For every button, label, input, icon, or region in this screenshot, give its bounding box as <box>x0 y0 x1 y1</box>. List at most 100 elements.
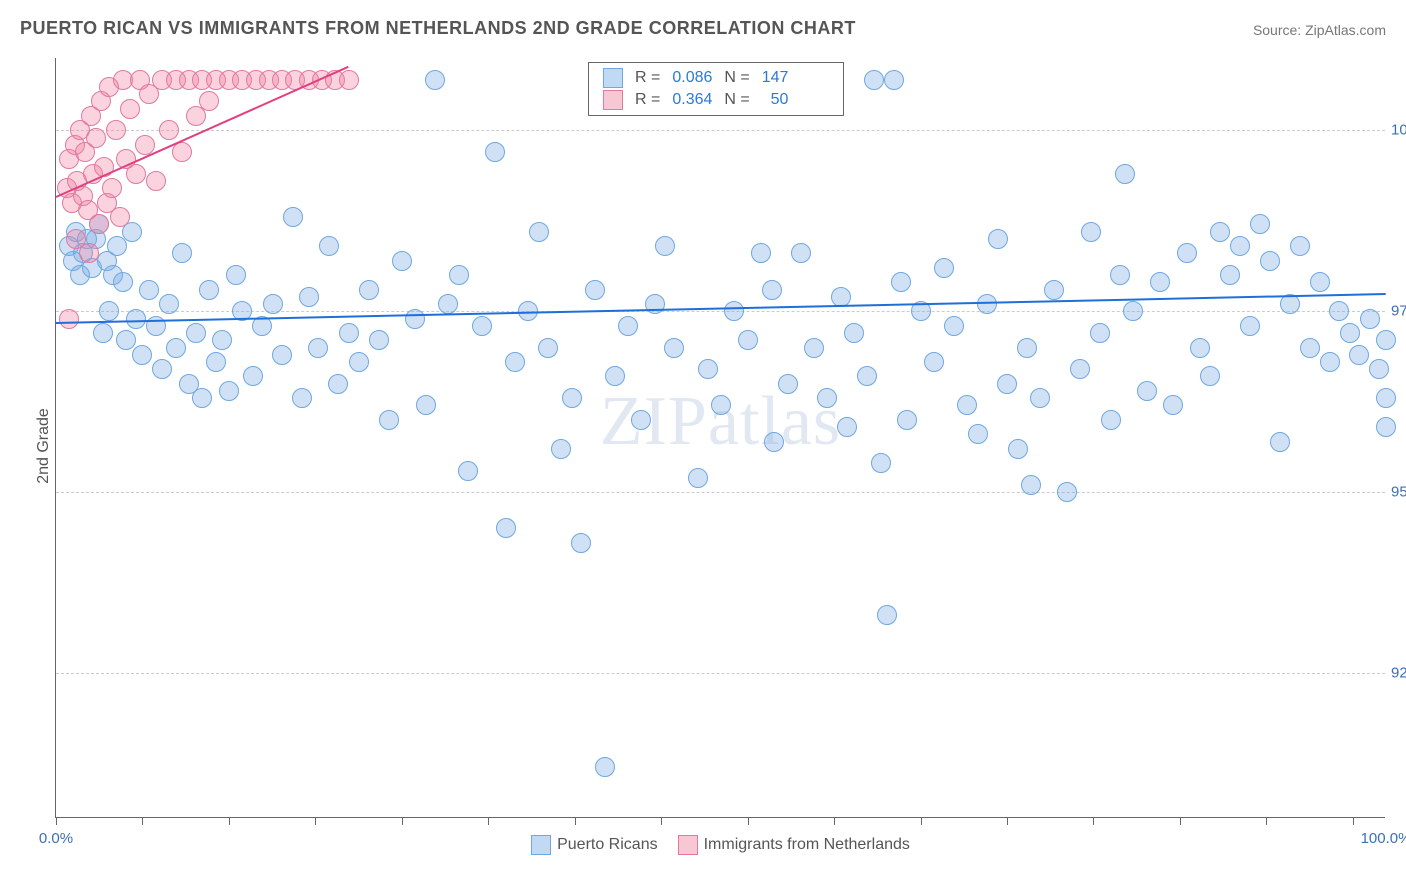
scatter-point <box>472 316 492 336</box>
legend-swatch <box>678 835 698 855</box>
scatter-point <box>1270 432 1290 452</box>
scatter-point <box>1057 482 1077 502</box>
stat-n-value: 50 <box>756 89 795 111</box>
scatter-point <box>1044 280 1064 300</box>
scatter-point <box>496 518 516 538</box>
scatter-point <box>944 316 964 336</box>
scatter-point <box>339 70 359 90</box>
scatter-point <box>988 229 1008 249</box>
scatter-point <box>817 388 837 408</box>
scatter-point <box>791 243 811 263</box>
gridline <box>56 673 1385 674</box>
scatter-point <box>1017 338 1037 358</box>
scatter-point <box>538 338 558 358</box>
stat-r-label: R = <box>629 89 666 111</box>
scatter-point <box>631 410 651 430</box>
scatter-point <box>897 410 917 430</box>
scatter-point <box>924 352 944 372</box>
scatter-point <box>272 345 292 365</box>
scatter-point <box>977 294 997 314</box>
scatter-point <box>1137 381 1157 401</box>
scatter-point <box>1290 236 1310 256</box>
stat-n-value: 147 <box>756 67 795 89</box>
x-tick <box>142 817 143 825</box>
scatter-point <box>1250 214 1270 234</box>
watermark-part1: ZIP <box>600 383 708 460</box>
gridline <box>56 311 1385 312</box>
legend-label: Immigrants from Netherlands <box>704 836 910 853</box>
scatter-point <box>1190 338 1210 358</box>
scatter-point <box>292 388 312 408</box>
scatter-point <box>1300 338 1320 358</box>
scatter-point <box>212 330 232 350</box>
plot-area: ZIPatlas 92.5%95.0%97.5%100.0%0.0%100.0%… <box>55 58 1385 818</box>
scatter-point <box>283 207 303 227</box>
legend-swatch <box>603 90 623 110</box>
scatter-point <box>102 178 122 198</box>
scatter-point <box>762 280 782 300</box>
scatter-point <box>206 352 226 372</box>
scatter-point <box>126 309 146 329</box>
scatter-point <box>871 453 891 473</box>
scatter-point <box>804 338 824 358</box>
scatter-point <box>359 280 379 300</box>
scatter-point <box>1021 475 1041 495</box>
x-tick <box>402 817 403 825</box>
scatter-point <box>698 359 718 379</box>
scatter-point <box>186 323 206 343</box>
scatter-point <box>1349 345 1369 365</box>
scatter-point <box>1070 359 1090 379</box>
scatter-point <box>379 410 399 430</box>
scatter-point <box>339 323 359 343</box>
y-axis-label: 2nd Grade <box>35 408 53 484</box>
scatter-point <box>369 330 389 350</box>
scatter-point <box>1150 272 1170 292</box>
scatter-point <box>884 70 904 90</box>
x-tick <box>575 817 576 825</box>
scatter-point <box>172 142 192 162</box>
legend-bottom: Puerto RicansImmigrants from Netherlands <box>56 835 1385 855</box>
stat-n-label: N = <box>718 67 755 89</box>
scatter-point <box>99 301 119 321</box>
scatter-point <box>116 330 136 350</box>
scatter-point <box>778 374 798 394</box>
scatter-point <box>172 243 192 263</box>
scatter-point <box>405 309 425 329</box>
stat-n-label: N = <box>718 89 755 111</box>
x-tick <box>229 817 230 825</box>
scatter-point <box>1310 272 1330 292</box>
scatter-point <box>139 280 159 300</box>
x-tick <box>921 817 922 825</box>
stat-r-label: R = <box>629 67 666 89</box>
x-tick <box>1093 817 1094 825</box>
x-tick <box>1266 817 1267 825</box>
scatter-point <box>562 388 582 408</box>
y-tick-label: 92.5% <box>1391 665 1406 682</box>
scatter-point <box>199 280 219 300</box>
scatter-point <box>152 359 172 379</box>
chart-title: PUERTO RICAN VS IMMIGRANTS FROM NETHERLA… <box>20 18 856 39</box>
scatter-point <box>837 417 857 437</box>
scatter-point <box>968 424 988 444</box>
scatter-point <box>226 265 246 285</box>
scatter-point <box>113 272 133 292</box>
scatter-point <box>1081 222 1101 242</box>
scatter-point <box>655 236 675 256</box>
x-tick <box>834 817 835 825</box>
scatter-point <box>864 70 884 90</box>
scatter-point <box>159 294 179 314</box>
scatter-point <box>199 91 219 111</box>
scatter-point <box>1123 301 1143 321</box>
stat-r-value: 0.364 <box>666 89 718 111</box>
scatter-point <box>1177 243 1197 263</box>
scatter-point <box>449 265 469 285</box>
scatter-point <box>529 222 549 242</box>
x-tick <box>1180 817 1181 825</box>
scatter-point <box>93 323 113 343</box>
scatter-point <box>349 352 369 372</box>
scatter-point <box>416 395 436 415</box>
x-tick <box>661 817 662 825</box>
scatter-point <box>1220 265 1240 285</box>
scatter-point <box>392 251 412 271</box>
scatter-point <box>1376 330 1396 350</box>
